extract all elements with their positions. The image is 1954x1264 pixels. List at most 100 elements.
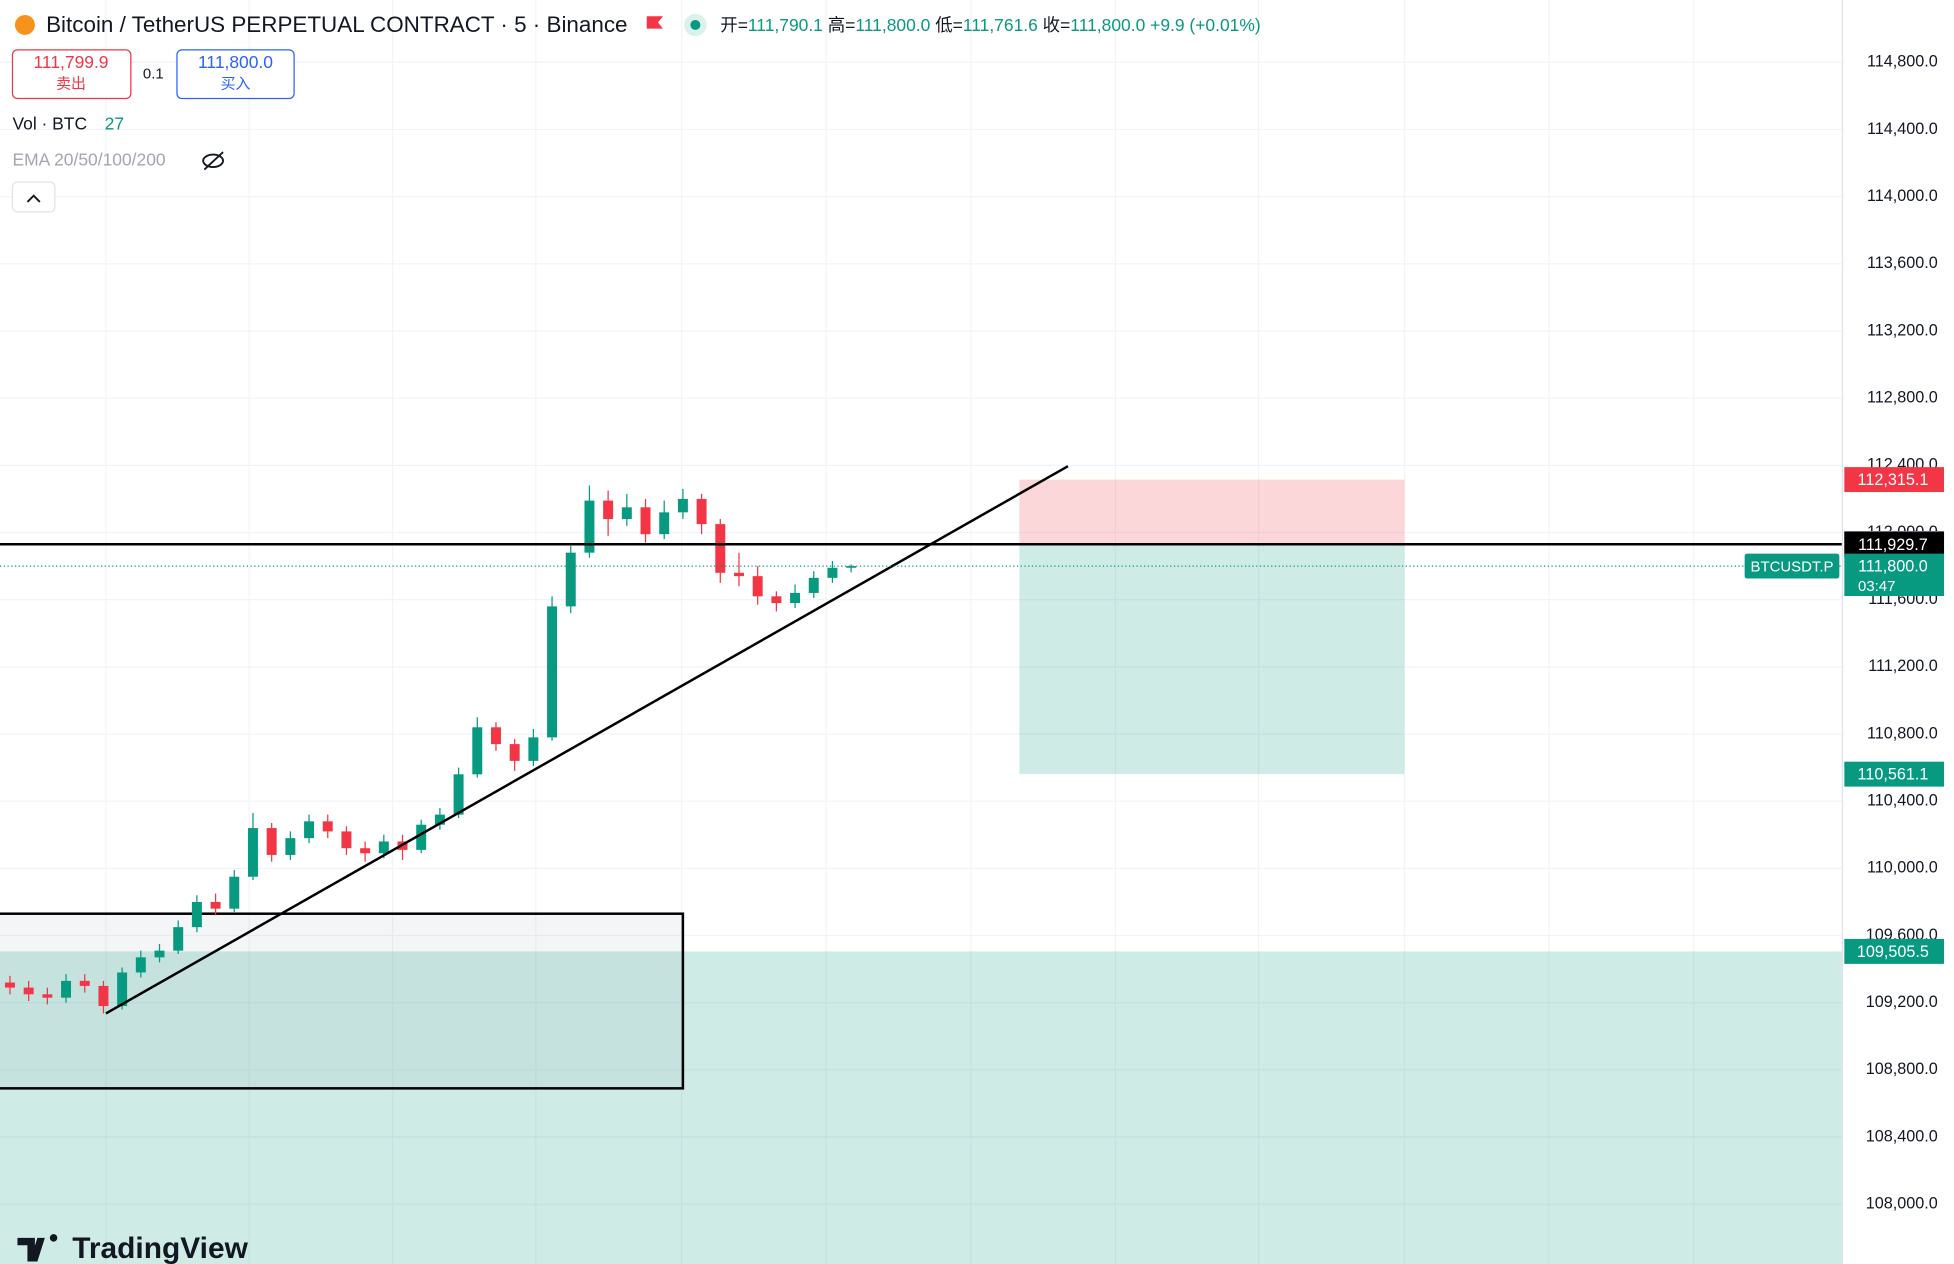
candle-body xyxy=(341,831,352,849)
candle-body xyxy=(117,972,128,1007)
y-tick-label: 108,400.0 xyxy=(1866,1127,1938,1145)
candle-body xyxy=(696,498,707,525)
candle-body xyxy=(490,727,501,745)
candle-body xyxy=(135,957,146,973)
ohlc-value: 111,790.1 xyxy=(748,15,823,35)
candle-body xyxy=(210,901,221,909)
target-zone xyxy=(1019,544,1405,775)
candle-body xyxy=(304,821,315,839)
y-tick-label: 108,000.0 xyxy=(1866,1194,1938,1212)
ohlc-label: 高= xyxy=(828,15,856,35)
flag-icon[interactable] xyxy=(646,16,663,29)
ohlc-value: 111,761.6 xyxy=(963,15,1038,35)
eye-slash[interactable] xyxy=(203,151,224,171)
buy-button[interactable]: 111,800.0 买入 xyxy=(176,49,295,100)
candle-body xyxy=(808,577,819,593)
y-tick-label: 110,800.0 xyxy=(1867,724,1938,742)
candle-body xyxy=(509,744,520,761)
candle-body xyxy=(360,848,371,854)
ohlc-value: 111,800.0 xyxy=(1070,15,1145,35)
volume-value: 27 xyxy=(105,113,124,133)
sell-button[interactable]: 111,799.9 卖出 xyxy=(11,49,132,100)
candle-body xyxy=(98,985,109,1007)
eye[interactable] xyxy=(202,153,224,168)
symbol-tag-label: BTCUSDT.P xyxy=(1751,558,1834,575)
candle-body xyxy=(247,828,258,877)
price-tag-label: 111,929.7 xyxy=(1858,536,1928,554)
buy-price[interactable]: 111,800.0 xyxy=(198,52,273,72)
indicator-label: EMA 20/50/100/200 xyxy=(12,149,165,169)
candle-body xyxy=(771,596,782,604)
candle-body xyxy=(472,727,483,775)
price-tag-label: 109,505.5 xyxy=(1857,943,1929,961)
candle-body xyxy=(790,592,801,604)
spread: 0.1 xyxy=(143,66,164,83)
price-tag-label: 111,800.0 xyxy=(1858,558,1928,576)
ohlc-value: 111,800.0 xyxy=(855,15,930,35)
y-tick-label: 113,600.0 xyxy=(1867,254,1938,272)
candle-body xyxy=(565,552,576,607)
price-tag xyxy=(1844,938,1945,964)
candle-body xyxy=(528,737,539,761)
candle-body xyxy=(4,982,15,988)
candle-body xyxy=(154,950,165,958)
candle-body xyxy=(434,814,445,825)
sell-box[interactable] xyxy=(11,49,132,100)
candle-body xyxy=(285,838,296,855)
candle-body xyxy=(659,512,670,535)
candle-body xyxy=(640,507,651,535)
hide-icon[interactable] xyxy=(202,151,224,171)
y-tick-label: 114,400.0 xyxy=(1867,120,1938,138)
y-tick-label: 112,800.0 xyxy=(1867,388,1938,406)
candle-body xyxy=(61,980,72,998)
ohlc: 开=111,790.1 高=111,800.0 低=111,761.6 收=11… xyxy=(720,15,1260,35)
y-tick-label: 114,800.0 xyxy=(1867,53,1938,71)
status-dot xyxy=(690,19,701,30)
sell-label[interactable]: 卖出 xyxy=(56,76,86,93)
price-tag-label: 112,315.1 xyxy=(1858,471,1929,489)
brand: TradingView xyxy=(17,1232,249,1264)
range-box xyxy=(0,912,685,1090)
candle-body xyxy=(584,500,595,553)
candle-body xyxy=(715,524,726,573)
candle-body xyxy=(266,828,277,855)
ohlc-label: 收= xyxy=(1043,15,1071,35)
price-tag-label: 110,561.1 xyxy=(1858,766,1929,784)
candle-body xyxy=(603,500,614,520)
chevron[interactable] xyxy=(26,194,41,203)
candle-body xyxy=(827,567,838,578)
candle-body xyxy=(416,824,427,850)
y-tick-label: 113,200.0 xyxy=(1867,321,1938,339)
candle-body xyxy=(621,507,632,520)
brand-logo xyxy=(17,1234,58,1262)
candle-body xyxy=(677,498,688,513)
y-tick-label: 114,000.0 xyxy=(1867,187,1938,205)
sell-price[interactable]: 111,799.9 xyxy=(34,52,109,72)
candle-body xyxy=(547,606,558,738)
candle-body xyxy=(229,876,240,909)
symbol-tag xyxy=(1744,553,1840,579)
y-tick-label: 109,200.0 xyxy=(1866,993,1938,1011)
price-tag xyxy=(1844,553,1945,597)
candle-body xyxy=(733,572,744,577)
buy-box[interactable] xyxy=(176,49,295,100)
candle-body xyxy=(23,987,34,995)
y-tick-label: 108,800.0 xyxy=(1866,1060,1938,1078)
y-tick-label: 110,000.0 xyxy=(1867,859,1938,877)
candle-body xyxy=(846,566,857,568)
buy-label[interactable]: 买入 xyxy=(221,76,251,93)
ohlc-label: 开= xyxy=(720,15,748,35)
candle-body xyxy=(322,821,333,832)
candle-body xyxy=(42,994,53,998)
price-tag xyxy=(1844,467,1945,493)
candle-body xyxy=(752,576,763,597)
volume-label: Vol · BTC xyxy=(12,113,87,133)
brand-name: TradingView xyxy=(72,1232,248,1264)
candle-body xyxy=(378,841,389,854)
ohlc-label: 低= xyxy=(935,15,963,35)
y-tick-label: 111,200.0 xyxy=(1868,657,1938,675)
